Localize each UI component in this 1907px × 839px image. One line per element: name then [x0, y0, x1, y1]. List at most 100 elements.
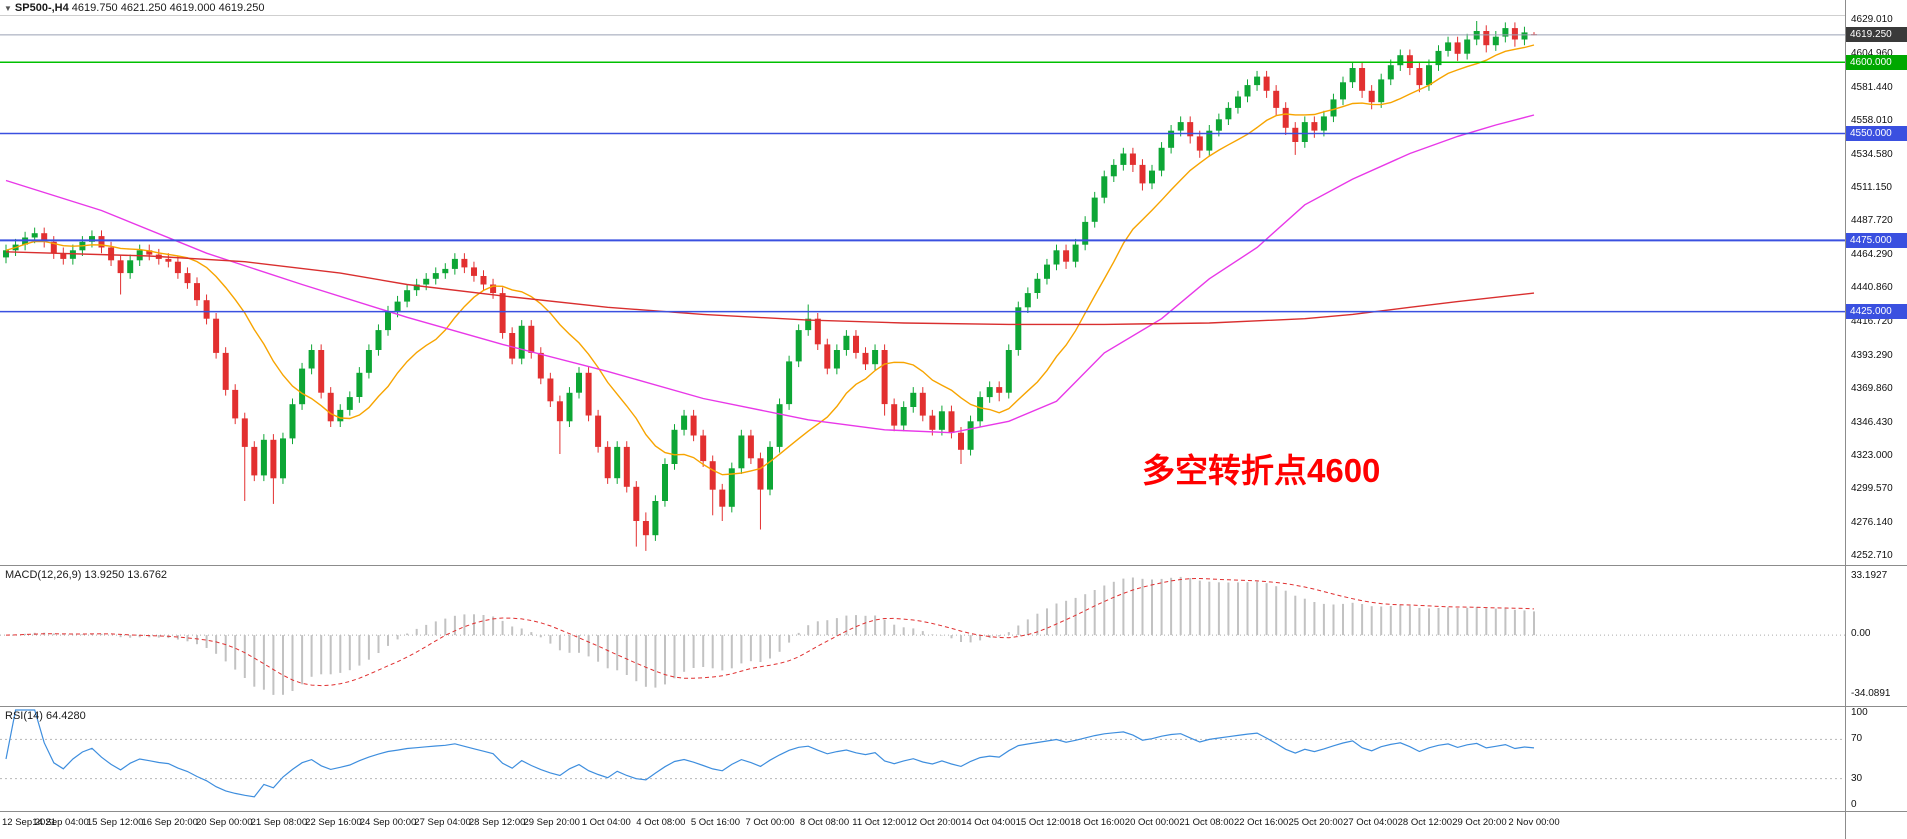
- candle-body: [719, 489, 726, 507]
- candle-body: [1521, 32, 1528, 40]
- candle-body: [499, 293, 506, 333]
- time-tick-label: 16 Sep 20:00: [141, 817, 198, 828]
- candle-body: [872, 350, 879, 365]
- time-tick-label: 14 Sep 04:00: [32, 817, 89, 828]
- candle-body: [241, 418, 248, 447]
- candle-body: [117, 260, 124, 274]
- candle-body: [795, 330, 802, 362]
- candle-body: [289, 404, 296, 439]
- candle-body: [375, 330, 382, 350]
- annotation-text[interactable]: 多空转折点4600: [1142, 452, 1381, 489]
- candle-body: [1254, 76, 1261, 86]
- candle-body: [1340, 82, 1346, 100]
- rsi-tick-label: 30: [1851, 772, 1863, 784]
- candle-body: [1187, 122, 1194, 137]
- price-tick-label: 4511.150: [1851, 181, 1892, 193]
- candle-body: [1235, 96, 1241, 108]
- candle-body: [1511, 28, 1518, 40]
- candle-body: [423, 278, 430, 285]
- time-tick-label: 1 Oct 04:00: [581, 817, 631, 828]
- candle-body: [98, 236, 105, 248]
- candle-body: [490, 284, 497, 293]
- candle-body: [709, 461, 716, 490]
- macd-panel[interactable]: MACD(12,26,9) 13.9250 13.6762: [0, 565, 1845, 706]
- price-tick-label: 4346.430: [1851, 416, 1893, 428]
- ma-fast-line: [5, 44, 1535, 476]
- candle-body: [404, 290, 411, 302]
- candle-body: [652, 501, 659, 536]
- price-tick-label: 4629.010: [1851, 14, 1893, 25]
- candle-body: [1015, 307, 1022, 350]
- candle-body: [642, 521, 649, 536]
- candle-body: [1464, 39, 1471, 54]
- candle-body: [881, 350, 888, 405]
- candle-body: [833, 350, 840, 369]
- chart-title: ▼ SP500-,H4 4619.750 4621.250 4619.000 46…: [4, 2, 265, 14]
- candle-body: [203, 300, 210, 319]
- time-tick-label: 18 Oct 16:00: [1070, 817, 1125, 828]
- candle-body: [604, 446, 611, 479]
- time-tick-label: 4 Oct 08:00: [636, 817, 686, 828]
- candle-body: [1044, 264, 1050, 279]
- candle-body: [891, 404, 898, 426]
- time-tick-label: 5 Oct 16:00: [690, 817, 740, 828]
- price-tick-label: 4393.290: [1851, 349, 1893, 361]
- candle-body: [1139, 164, 1146, 184]
- candle-body: [385, 311, 391, 331]
- price-level-badge: 4475.000: [1846, 232, 1907, 248]
- rsi-tick-label: 0: [1851, 799, 1857, 810]
- candle-body: [260, 439, 267, 476]
- rsi-canvas: [0, 709, 1845, 798]
- main-chart-panel[interactable]: ▼ SP500-,H4 4619.750 4621.250 4619.000 46…: [0, 0, 1845, 565]
- candle-body: [1301, 122, 1308, 142]
- candle-body: [337, 409, 344, 422]
- candle-body: [681, 415, 688, 430]
- candle-body: [786, 361, 793, 405]
- time-tick-label: 27 Sep 04:00: [414, 817, 471, 828]
- price-tick-label: 4276.140: [1851, 516, 1893, 528]
- candle-body: [41, 233, 48, 242]
- price-tick-label: 4369.860: [1851, 383, 1893, 395]
- candle-body: [1082, 221, 1089, 245]
- macd-tick-label: 33.1927: [1851, 569, 1888, 581]
- rsi-tick-label: 100: [1851, 707, 1868, 718]
- rsi-line: [5, 709, 1535, 798]
- candle-body: [1244, 85, 1251, 97]
- candle-body: [1129, 153, 1136, 165]
- candle-body: [1005, 350, 1012, 393]
- candle-body: [556, 401, 563, 422]
- time-tick-label: 14 Oct 04:00: [961, 817, 1016, 828]
- candle-body: [1445, 42, 1452, 51]
- candle-body: [1053, 250, 1060, 265]
- candle-body: [251, 446, 258, 476]
- symbol-timeframe-label: SP500-,H4: [14, 2, 69, 14]
- time-tick-label: 2 Nov 00:00: [1508, 817, 1560, 828]
- candle-body: [1072, 244, 1079, 262]
- candle-body: [318, 350, 325, 393]
- candle-body: [977, 397, 984, 422]
- price-tick-label: 4416.720: [1851, 316, 1893, 328]
- time-tick-label: 25 Oct 20:00: [1288, 817, 1343, 828]
- candle-body: [824, 344, 831, 369]
- time-axis[interactable]: 12 Sep 2021 14 Sep 04:00 15 Sep 12:00 16 Se…: [0, 811, 1845, 839]
- candle-body: [1024, 293, 1031, 308]
- candle-body: [194, 283, 200, 301]
- time-tick-label: 7 Oct 00:00: [745, 817, 795, 828]
- price-level-badge: 4425.000: [1846, 304, 1907, 320]
- candle-body: [1110, 164, 1117, 177]
- candle-body: [1215, 119, 1222, 131]
- candle-body: [900, 407, 907, 426]
- ohlc-values-label: 4619.750 4621.250 4619.000 4619.250: [71, 2, 265, 14]
- macd-histogram: [14, 576, 1535, 695]
- time-tick-label: 21 Oct 08:00: [1179, 817, 1234, 828]
- candle-body: [1149, 170, 1155, 184]
- time-tick-label: 12 Oct 20:00: [906, 817, 961, 828]
- price-axis[interactable]: 4600.000 4550.000 4475.000 4425.000 4619.250…: [1845, 0, 1907, 565]
- rsi-panel[interactable]: RSI(14) 64.4280: [0, 706, 1845, 811]
- candle-body: [662, 464, 668, 501]
- candle-body: [853, 335, 859, 353]
- candle-body: [146, 250, 153, 255]
- candle-body: [108, 247, 115, 261]
- candle-body: [1349, 68, 1356, 83]
- candle-body: [843, 335, 850, 350]
